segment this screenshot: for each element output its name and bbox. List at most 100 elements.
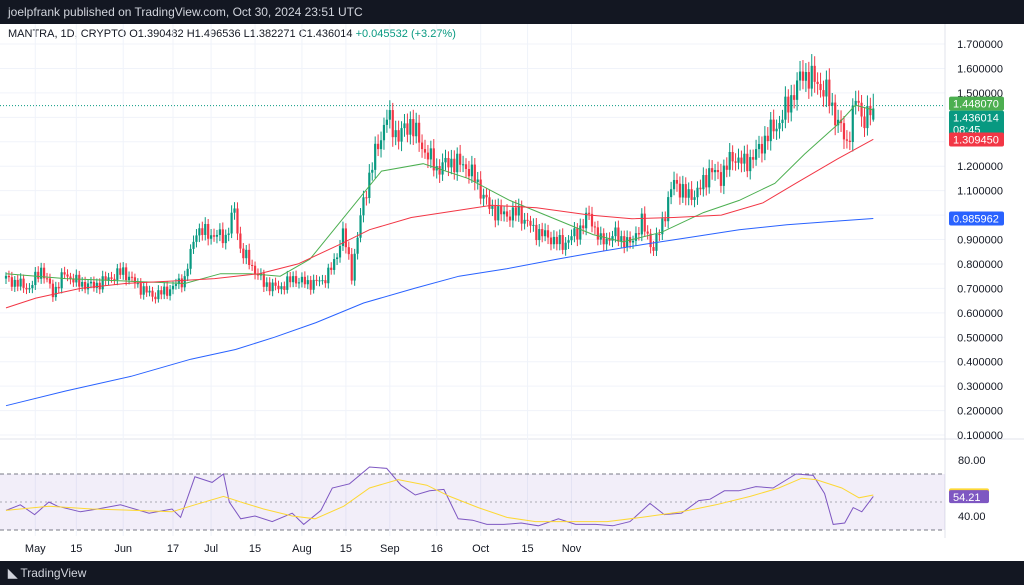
candle-body — [163, 286, 166, 295]
candle-body — [45, 278, 49, 280]
rsi-value-badge: 54.21 — [953, 492, 981, 504]
candle-body — [183, 276, 186, 288]
candle-body — [576, 228, 579, 240]
price-chart[interactable]: 1.7000001.6000001.5000001.4000001.300000… — [0, 24, 1024, 561]
candle-body — [687, 189, 690, 198]
candle-body — [596, 227, 599, 240]
candle-body — [423, 149, 427, 153]
price-tick-label: 1.100000 — [957, 186, 1003, 198]
ma-red-badge-bg — [949, 132, 1004, 147]
candle-body — [224, 234, 227, 244]
candle-body — [708, 168, 711, 188]
candle-body — [444, 157, 447, 163]
candle-body — [312, 279, 315, 290]
candle-body — [324, 280, 327, 284]
candle-body — [781, 119, 784, 124]
candle-body — [78, 274, 81, 287]
candle-body — [558, 235, 561, 245]
candle-body — [546, 230, 550, 238]
candle-body — [341, 228, 345, 246]
candle-body — [233, 208, 236, 213]
candle-body — [31, 285, 34, 289]
legend-symbol: MANTRA, 1D, CRYPTO — [8, 28, 127, 40]
candle-body — [89, 281, 93, 284]
candle-body — [526, 219, 529, 221]
brand-name: TradingView — [20, 566, 87, 580]
time-tick-label: 15 — [249, 543, 261, 555]
candle-body — [851, 105, 854, 142]
candle-body — [245, 249, 248, 259]
candle-body — [54, 286, 57, 298]
candle-body — [318, 280, 321, 282]
publish-text: joelpfrank published on TradingView.com,… — [8, 5, 363, 19]
candle-body — [236, 208, 239, 234]
candle-body — [374, 143, 377, 170]
legend-low: L1.382271 — [243, 28, 296, 40]
candle-body — [453, 158, 456, 173]
candle-body — [719, 172, 723, 186]
candle-body — [412, 118, 415, 137]
candle-body — [476, 179, 479, 183]
time-tick-label: 17 — [167, 543, 179, 555]
candle-body — [40, 267, 43, 279]
candle-body — [667, 197, 670, 222]
candle-body — [359, 215, 362, 238]
candle-body — [297, 282, 301, 284]
candle-body — [488, 197, 491, 209]
rsi-ma-line — [5, 477, 874, 523]
candle-body — [403, 123, 406, 129]
candle-body — [819, 83, 822, 91]
candle-body — [479, 179, 482, 199]
candle-body — [230, 212, 233, 234]
candle-body — [356, 237, 359, 254]
candle-body — [353, 253, 356, 281]
candle-body — [713, 170, 717, 173]
price-tick-label: 0.600000 — [957, 308, 1003, 320]
candle-body — [746, 153, 749, 172]
time-tick-label: 16 — [431, 543, 443, 555]
candle-body — [722, 165, 725, 186]
publish-header: joelpfrank published on TradingView.com,… — [0, 0, 1024, 24]
candle-body — [538, 229, 541, 241]
candle-body — [837, 119, 840, 126]
candle-body — [294, 276, 298, 284]
time-tick-label: Jul — [204, 543, 218, 555]
price-tick-label: 0.800000 — [957, 259, 1003, 271]
candle-body — [110, 277, 113, 279]
rsi-value-badge-bg — [949, 490, 989, 504]
price-tick-label: 0.300000 — [957, 381, 1003, 393]
candle-body — [503, 211, 506, 215]
time-tick-label: May — [25, 543, 46, 555]
candle-body — [605, 238, 608, 245]
candle-body — [473, 164, 476, 183]
candle-body — [426, 152, 430, 160]
candle-body — [212, 235, 216, 237]
candle-body — [415, 122, 418, 137]
last-price-badge: 1.436014 — [953, 113, 999, 125]
candle-body — [617, 227, 620, 242]
candle-body — [371, 169, 374, 173]
candle-body — [769, 119, 772, 142]
legend-high: H1.496536 — [186, 28, 241, 40]
ma-blue-badge-bg — [949, 211, 1004, 226]
candle-body — [842, 123, 846, 140]
candle-body — [13, 279, 16, 287]
candle-body — [845, 139, 849, 141]
candle-body — [467, 168, 471, 177]
candle-body — [177, 278, 180, 285]
candle-body — [66, 274, 69, 277]
candle-body — [157, 290, 160, 300]
candle-body — [637, 233, 640, 235]
candle-body — [834, 102, 837, 126]
candle-body — [204, 223, 207, 235]
candle-body — [347, 247, 350, 255]
candle-body — [300, 276, 304, 283]
candle-body — [127, 276, 131, 281]
candle-body — [133, 277, 137, 284]
candle-body — [508, 216, 512, 221]
candle-body — [590, 213, 594, 227]
candle-body — [189, 248, 192, 269]
candle-body — [681, 184, 684, 198]
candle-body — [198, 228, 201, 236]
candle-body — [218, 229, 221, 235]
